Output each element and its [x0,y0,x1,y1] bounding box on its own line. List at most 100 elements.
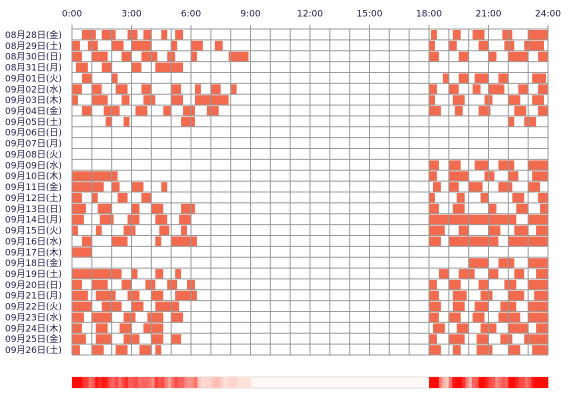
activity-segment [183,106,195,116]
activity-segment [72,214,84,225]
x-tick-label: 24:00 [535,10,561,20]
activity-segment [101,30,116,40]
activity-segment [131,269,138,279]
activity-segment [111,182,120,192]
activity-segment [171,312,184,323]
row-label: 09月12日(土) [5,192,62,204]
density-cell [151,377,155,388]
activity-segment [454,106,463,116]
activity-segment [452,203,465,214]
row-label: 09月15日(火) [5,226,62,237]
density-cell [85,377,89,388]
x-tick-label: 3:00 [121,10,141,20]
activity-segment [151,334,164,345]
density-cell [101,377,106,388]
row-label: 09月25日(金) [5,333,62,345]
activity-segment [536,225,548,236]
activity-segment [488,225,501,236]
activity-segment [210,84,221,95]
density-cell [475,377,479,388]
activity-segment [121,279,132,290]
activity-segment [95,334,112,345]
density-cell [148,377,152,388]
activity-segment [458,51,469,62]
row-label: 08月31日(月) [5,63,62,74]
activity-segment [191,40,203,51]
density-cell [455,377,460,388]
density-cell [144,377,149,388]
activity-segment [478,279,489,290]
activity-segment [476,334,489,345]
density-cell [508,377,512,388]
activity-segment [498,312,521,323]
activity-segment [167,279,178,290]
activity-segment [131,62,142,73]
activity-segment [538,84,548,95]
density-cell [435,377,440,388]
activity-segment [456,193,465,203]
activity-segment [141,51,158,62]
activity-segment [448,279,461,290]
activity-segment [488,269,499,279]
activity-segment [72,40,80,51]
row-label: 09月16日(水) [5,235,62,247]
density-cell [505,377,509,388]
activity-segment [504,279,517,290]
density-cell [230,377,235,388]
density-cell [495,377,499,388]
density-cell [114,377,119,388]
row-label: 09月10日(木) [5,170,62,182]
activity-segment [230,84,237,95]
activity-segment [524,334,548,345]
activity-segment [429,106,441,116]
activity-segment [155,214,168,225]
density-cell [531,377,536,388]
activity-segment [508,51,529,62]
density-cell [538,377,542,388]
x-tick-label: 15:00 [357,10,383,20]
density-cell [491,377,496,388]
activity-segment [452,95,465,106]
activity-segment [155,236,162,247]
activity-segment [474,301,489,312]
activity-segment [528,214,548,225]
density-cell [75,377,79,388]
activity-segment [472,30,485,40]
activity-segment [534,290,548,301]
density-cell [111,377,116,388]
activity-segment [141,193,152,203]
activity-segment [429,301,441,312]
activity-segment [81,73,92,84]
activity-segment [99,214,114,225]
activity-segment [442,73,449,84]
density-cell [438,377,443,388]
activity-segment [72,323,82,334]
activity-segment [72,84,82,95]
density-cell [204,377,208,388]
density-cell [448,377,453,388]
activity-segment [448,160,461,171]
activity-segment [532,171,548,182]
density-cell [240,377,245,388]
x-tick-label: 21:00 [476,10,502,20]
activity-segment [194,84,201,95]
activity-segment [488,51,497,62]
activity-segment [448,182,459,192]
activity-segment [532,95,545,106]
activity-segment [127,214,140,225]
activity-segment [72,290,88,301]
activity-segment [472,84,481,95]
activity-segment [115,345,128,355]
activity-segment [75,62,88,73]
row-label: 09月17日(木) [5,246,62,258]
activity-segment [131,182,144,192]
activity-segment [95,323,108,334]
activity-segment [123,116,130,127]
activity-segment [72,51,82,62]
activity-segment [528,279,548,290]
activity-segment [115,84,128,95]
activity-segment [528,301,548,312]
activity-segment [478,40,489,51]
row-label: 09月03日(木) [5,94,62,106]
activity-segment [139,345,152,355]
